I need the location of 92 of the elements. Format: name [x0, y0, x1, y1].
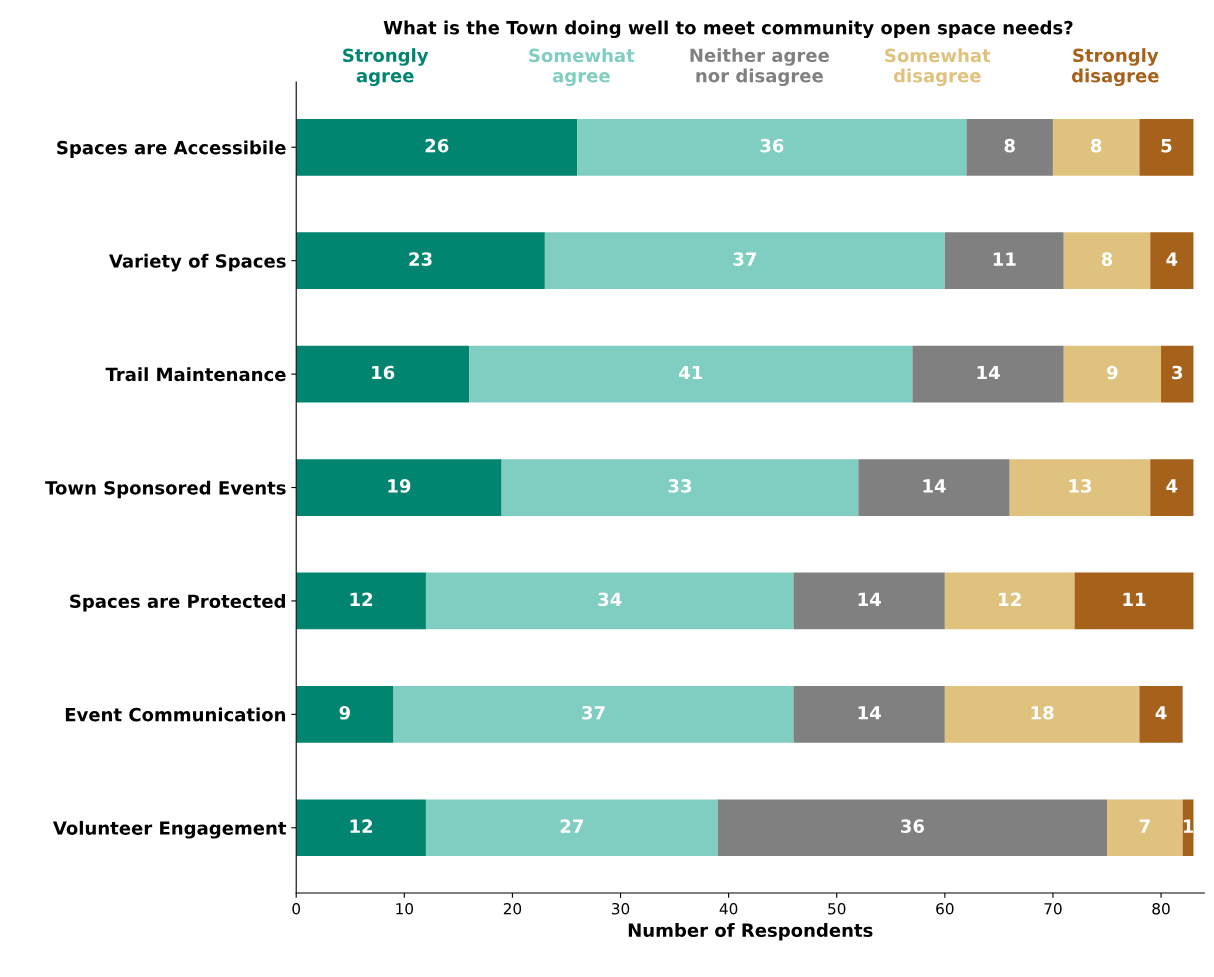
bar: [1150, 232, 1194, 290]
chart-title: What is the Town doing well to meet community open space needs?: [383, 20, 1073, 39]
bar: [296, 232, 545, 290]
bar: [393, 686, 794, 743]
y-tick-label: Volunteer Engagement: [52, 820, 287, 839]
data-label: 9: [339, 705, 350, 720]
data-label: 36: [760, 138, 784, 153]
data-label: 37: [733, 252, 756, 266]
x-tick-label: 30: [611, 902, 630, 915]
y-tick-label: Spaces are Protected: [70, 594, 285, 612]
bar: [296, 459, 502, 516]
x-tick-label: 0: [292, 902, 301, 915]
bar: [296, 118, 578, 176]
data-label: 1: [1183, 819, 1194, 833]
x-axis-title: Number of Respondents: [628, 923, 873, 941]
bar: [501, 459, 859, 516]
data-label: 8: [1101, 252, 1113, 266]
data-label: 8: [1004, 138, 1015, 153]
y-tick-label: Trail Maintenance: [105, 367, 286, 382]
data-label: 4: [1155, 706, 1167, 720]
bar: [425, 799, 718, 857]
data-label: 12: [999, 592, 1021, 606]
y-tick-label: Variety of Spaces: [109, 253, 286, 272]
series-label: Somewhat agree: [529, 48, 635, 87]
data-label: 13: [1069, 479, 1092, 493]
data-label: 9: [1107, 365, 1118, 380]
bar: [1063, 345, 1162, 403]
bar: [1139, 686, 1183, 743]
x-tick-label: 60: [936, 902, 954, 915]
data-label: 27: [560, 819, 584, 833]
data-label: 5: [1161, 139, 1172, 153]
bar: [912, 345, 1064, 403]
data-label: 18: [1031, 705, 1054, 720]
bar: [1074, 572, 1194, 630]
data-label: 36: [901, 819, 924, 833]
bar: [425, 572, 794, 630]
bar: [296, 686, 394, 743]
bar: [717, 799, 1107, 857]
x-tick-label: 40: [719, 902, 738, 915]
data-label: 12: [350, 819, 373, 833]
data-label: 16: [372, 365, 395, 380]
bar: [469, 345, 913, 403]
bar: [1150, 459, 1194, 516]
data-label: 14: [858, 706, 881, 720]
bar: [1161, 345, 1194, 403]
bar: [966, 118, 1053, 176]
text: Somewhat disagree: [885, 48, 991, 87]
bar: [1063, 232, 1151, 290]
bar: [944, 686, 1140, 743]
text: Neither agree nor disagree: [690, 48, 829, 87]
data-label: 19: [388, 479, 411, 493]
data-label: 11: [993, 252, 1016, 266]
y-tick-label: Event Communication: [65, 707, 286, 722]
data-label: 12: [350, 592, 373, 606]
bar: [577, 118, 967, 176]
bar: [1009, 459, 1151, 516]
series-label: Strongly disagree: [1071, 48, 1159, 87]
bar: [1052, 118, 1140, 176]
data-label: 14: [858, 592, 881, 606]
x-tick-label: 80: [1152, 902, 1170, 915]
y-tick-label: Town Sponsored Events: [45, 480, 286, 499]
bar: [793, 572, 945, 630]
data-label: 26: [425, 138, 449, 153]
x-tick-label: 50: [828, 902, 846, 915]
data-label: 4: [1166, 252, 1178, 266]
data-label: 8: [1091, 138, 1102, 153]
bar: [296, 799, 426, 857]
x-tick-label: 20: [503, 902, 522, 915]
data-label: 41: [679, 365, 703, 380]
x-tick-label: 10: [396, 902, 414, 915]
data-label: 23: [409, 252, 432, 266]
bar: [793, 686, 945, 743]
bar: [544, 232, 945, 290]
data-label: 33: [668, 479, 692, 493]
x-tick-label: 70: [1044, 902, 1062, 915]
data-label: 14: [923, 479, 946, 493]
bar: [944, 572, 1075, 630]
data-label: 7: [1139, 819, 1150, 833]
bar: [1106, 799, 1183, 857]
bar: [296, 572, 426, 630]
bar: [296, 345, 470, 403]
y-tick-label: Spaces are Accessibile: [57, 140, 286, 158]
data-label: 34: [598, 592, 622, 607]
bar: [944, 232, 1064, 290]
bar: [858, 459, 1010, 516]
data-label: 4: [1166, 479, 1178, 493]
data-label: 14: [977, 365, 1000, 380]
data-label: 11: [1123, 592, 1146, 606]
series-label: Strongly agree: [343, 48, 429, 87]
data-label: 3: [1172, 365, 1183, 380]
data-label: 37: [582, 705, 605, 720]
bar: [1139, 118, 1194, 176]
